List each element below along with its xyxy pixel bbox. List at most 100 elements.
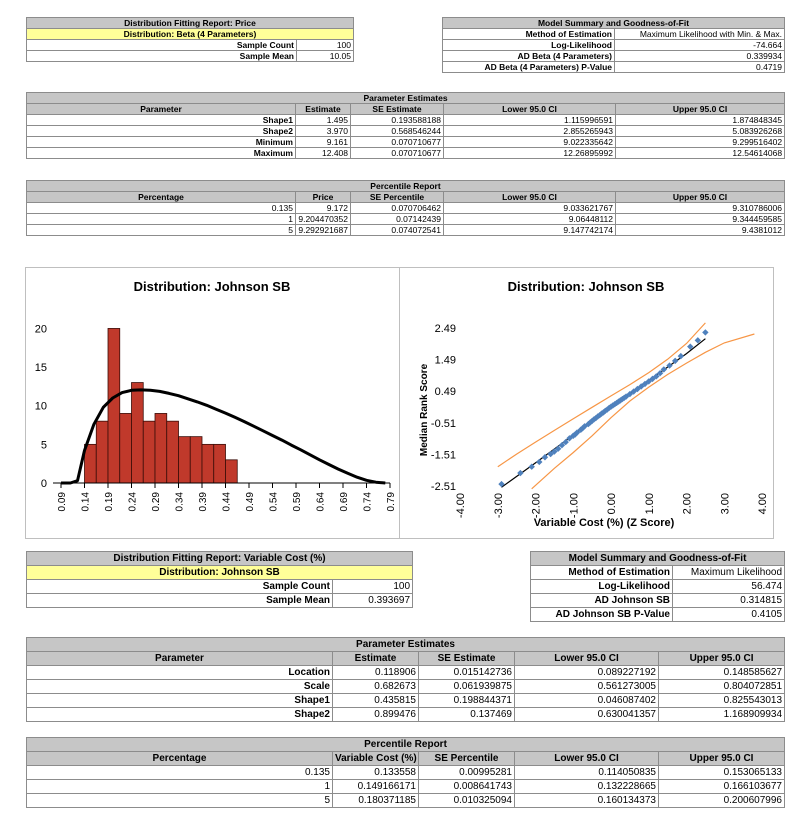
table-row: AD Beta (4 Parameters) 0.339934 (442, 50, 785, 62)
table-row: Shape2 0.899476 0.137469 0.630041357 1.1… (26, 707, 786, 722)
probability-plot-y-tick-label: -2.51 (431, 481, 456, 493)
histogram-bar (201, 443, 215, 484)
param-cell: 0.089227192 (514, 665, 659, 680)
column-header: Variable Cost (%) (332, 751, 419, 766)
column-header: Lower 95.0 CI (443, 103, 616, 115)
param-cell: 0.682673 (332, 679, 419, 694)
histogram-x-tick-label: 0.24 (128, 492, 139, 512)
param-cell: 0.561273005 (514, 679, 659, 694)
table-row: 5 9.292921687 0.074072541 9.147742174 9.… (26, 224, 785, 236)
variable-cost-fit-title: Distribution Fitting Report: Variable Co… (25, 551, 414, 566)
fit-label: Sample Count (26, 39, 297, 51)
column-header: Lower 95.0 CI (514, 751, 659, 766)
column-header: Percentage (26, 191, 296, 203)
table-row: Minimum 9.161 0.070710677 9.022335642 9.… (26, 136, 786, 148)
probability-plot-point (579, 424, 586, 432)
price-fit-title: Distribution Fitting Report: Price (26, 17, 354, 29)
histogram-bar (189, 436, 203, 484)
summary-label: Log-Likelihood (442, 39, 615, 51)
histogram-x-tick-label: 0.34 (175, 492, 186, 512)
param-cell: 5.083926268 (614, 125, 786, 137)
histogram-bar (154, 413, 168, 484)
param-name: Shape1 (26, 114, 296, 126)
probability-plot-x-tick-label: -2.00 (531, 493, 543, 518)
probability-plot-title: Distribution: Johnson SB (508, 279, 665, 294)
histogram-x-tick-label: 0.29 (151, 492, 162, 512)
histogram-y-tick-label: 20 (35, 323, 47, 335)
table-row: 1 9.204470352 0.07142439 9.06448112 9.34… (26, 213, 785, 225)
param-name: Scale (26, 679, 333, 694)
summary-label: AD Johnson SB (530, 593, 673, 608)
histogram-fit-curve (61, 388, 386, 485)
fit-value: 100 (296, 39, 354, 51)
summary-value: 0.4105 (671, 607, 786, 622)
column-header: SE Estimate (418, 651, 515, 666)
column-header: Estimate (332, 651, 419, 666)
histogram-title: Distribution: Johnson SB (134, 279, 291, 294)
probability-plot-y-tick-label: 0.49 (435, 386, 456, 398)
table-row: Method of Estimation Maximum Likelihood (530, 565, 786, 580)
summary-value: 0.4719 (614, 61, 785, 73)
variable-cost-percentile-title: Percentile Report (26, 737, 785, 752)
percentile-cell: 0.008641743 (418, 779, 515, 794)
param-cell: 0.435815 (332, 693, 419, 708)
percentile-cell: 9.344459585 (615, 213, 785, 225)
param-cell: 0.804072851 (657, 679, 786, 694)
summary-label: AD Johnson SB P-Value (530, 607, 673, 622)
column-header: Parameter (26, 103, 296, 115)
param-cell: 0.630041357 (514, 707, 659, 722)
histogram-x-tick-label: 0.14 (81, 492, 92, 512)
summary-value: Maximum Likelihood (671, 565, 786, 580)
probability-plot-upper-band (497, 322, 706, 468)
summary-value: Maximum Likelihood with Min. & Max. (614, 28, 785, 40)
histogram-bar (95, 420, 109, 484)
probability-plot-x-tick-label: 1.00 (644, 493, 656, 514)
percentile-cell: 9.4381012 (615, 224, 785, 236)
probability-plot-lower-band (531, 333, 755, 490)
summary-value: -74.664 (614, 39, 785, 51)
histogram-x-tick-label: 0.09 (57, 492, 68, 512)
param-cell: 1.168909934 (657, 707, 786, 722)
fit-label: Sample Mean (26, 593, 333, 608)
price-summary-title: Model Summary and Goodness-of-Fit (442, 17, 785, 29)
price-params-title: Parameter Estimates (25, 92, 786, 104)
param-cell: 0.193588188 (350, 114, 444, 126)
histogram-bar (107, 328, 121, 484)
variable-cost-parameter-estimates: Parameter Estimates Parameter Estimate S… (25, 637, 786, 722)
column-header: SE Percentile (350, 191, 444, 203)
histogram-x-tick-label: 0.74 (363, 492, 374, 512)
param-cell: 0.137469 (418, 707, 515, 722)
table-row: Log-Likelihood -74.664 (442, 39, 785, 51)
histogram-x-tick-label: 0.39 (198, 492, 209, 512)
histogram-y-tick-label: 10 (35, 401, 47, 413)
variable-cost-params-title: Parameter Estimates (25, 637, 786, 652)
probability-plot-xlabel: Variable Cost (%) (Z Score) (534, 517, 675, 529)
table-row: 5 0.180371185 0.010325094 0.160134373 0.… (26, 793, 785, 808)
probability-plot-y-tick-label: -1.51 (431, 449, 456, 461)
table-row: AD Johnson SB 0.314815 (530, 593, 786, 608)
percentile-cell: 1 (26, 779, 333, 794)
histogram-bar (84, 443, 97, 484)
param-cell: 9.299516402 (614, 136, 786, 148)
probability-plot-y-tick-label: 2.49 (435, 323, 456, 335)
percentile-cell: 9.033621767 (443, 202, 616, 214)
percentile-cell: 9.172 (295, 202, 351, 214)
histogram-x-tick-label: 0.49 (245, 492, 256, 512)
param-cell: 0.015142736 (418, 665, 515, 680)
histogram-x-tick-label: 0.19 (104, 492, 115, 512)
variable-cost-model-summary: Model Summary and Goodness-of-Fit Method… (529, 551, 786, 622)
param-cell: 1.115996591 (443, 114, 616, 126)
percentile-cell: 9.292921687 (295, 224, 351, 236)
summary-value: 56.474 (671, 579, 786, 594)
probability-plot-point (660, 366, 668, 373)
summary-label: AD Beta (4 Parameters) P-Value (442, 61, 615, 73)
table-header-row: Parameter Estimate SE Estimate Lower 95.… (26, 651, 786, 666)
table-header-row: Percentage Variable Cost (%) SE Percenti… (26, 751, 785, 766)
probability-plot-x-tick-label: -3.00 (493, 493, 505, 518)
fit-value: 0.393697 (331, 593, 414, 608)
param-cell: 0.118906 (332, 665, 419, 680)
percentile-cell: 5 (26, 224, 296, 236)
column-header: Price (295, 191, 351, 203)
table-row: AD Beta (4 Parameters) P-Value 0.4719 (442, 61, 785, 73)
histogram-bar (142, 420, 156, 484)
